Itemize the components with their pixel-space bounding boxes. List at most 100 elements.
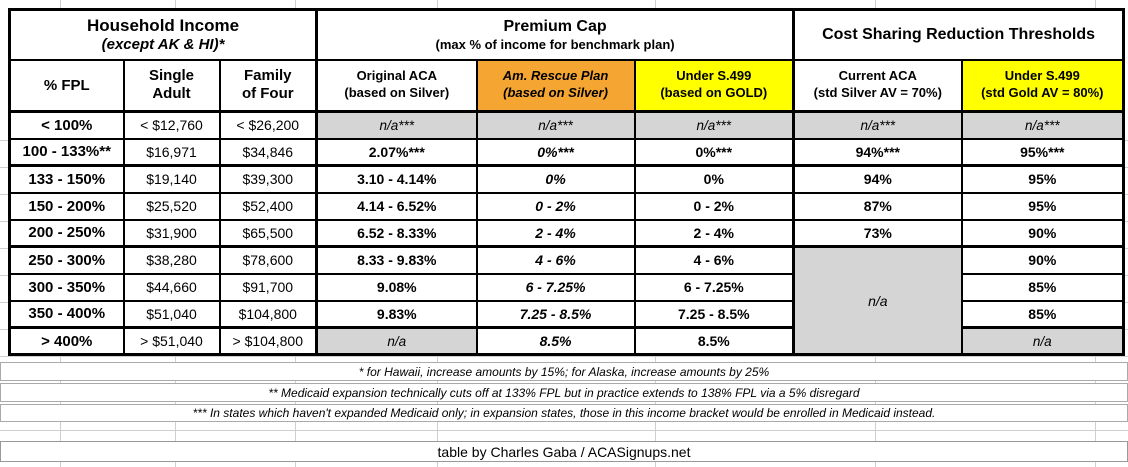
table-row: < 100% < $12,760 < $26,200 n/a*** n/a***… [8,110,1126,140]
cell-csr-s499: 90% [960,245,1126,275]
group-subtitle: (max % of income for benchmark plan) [435,36,675,52]
cell-family: $39,300 [218,164,318,194]
group-title: Cost Sharing Reduction Thresholds [822,25,1095,43]
cell-fpl: > 400% [8,326,125,356]
cell-csr-current: 94%*** [792,137,963,167]
cell-fpl: 100 - 133%** [8,137,125,167]
footnote-1: * for Hawaii, increase amounts by 15%; f… [0,362,1128,381]
footnote-text: * for Hawaii, increase amounts by 15%; f… [358,364,770,379]
cell-family: $34,846 [218,137,318,167]
cell-arp: n/a*** [475,110,636,140]
header-label: Under S.499 [1004,68,1080,84]
cell-csr-s499: 95%*** [960,137,1126,167]
cell-original-aca: 6.52 - 8.33% [315,218,478,248]
header-label: of Four [241,85,294,103]
cell-s499-gold: 6 - 7.25% [633,272,795,302]
table-row: 150 - 200% $25,520 $52,400 4.14 - 6.52% … [8,191,1126,221]
header-family-of-four: Family of Four [218,58,318,113]
cell-family: > $104,800 [218,326,318,356]
cell-fpl: 350 - 400% [8,299,125,329]
table-row: 300 - 350% $44,660 $91,700 9.08% 6 - 7.2… [8,272,1126,302]
cell-family: $91,700 [218,272,318,302]
cell-original-aca: n/a [315,326,478,356]
header-under-s499-gold: Under S.499 (based on GOLD) [633,58,795,113]
group-header-csr-thresholds: Cost Sharing Reduction Thresholds [792,8,1126,61]
table-row: 350 - 400% $51,040 $104,800 9.83% 7.25 -… [8,299,1126,329]
table-row: > 400% > $51,040 > $104,800 n/a 8.5% 8.5… [8,326,1126,356]
cell-csr-current-merged: n/a [792,245,963,356]
header-label: Adult [152,85,191,103]
cell-csr-s499: 85% [960,299,1126,329]
cell-s499-gold: 7.25 - 8.5% [633,299,795,329]
group-title: Household Income [86,16,240,36]
cell-original-aca: 2.07%*** [315,137,478,167]
cell-arp: 8.5% [475,326,636,356]
header-label: (std Gold AV = 80%) [981,85,1104,101]
header-csr-current-aca: Current ACA (std Silver AV = 70%) [792,58,963,113]
cell-arp: 0%*** [475,137,636,167]
cell-original-aca: 9.83% [315,299,478,329]
cell-csr-s499: 85% [960,272,1126,302]
cell-single: < $12,760 [122,110,221,140]
group-title: Premium Cap [503,17,607,35]
benefits-table: Household Income (except AK & HI)* Premi… [7,8,1126,356]
cell-s499-gold: 2 - 4% [633,218,795,248]
cell-arp: 0% [475,164,636,194]
spreadsheet-gridline-h [0,430,1128,431]
credit-line: table by Charles Gaba / ACASignups.net [0,441,1128,462]
cell-csr-s499: 90% [960,218,1126,248]
footnote-2: ** Medicaid expansion technically cuts o… [0,383,1128,402]
cell-original-aca: 9.08% [315,272,478,302]
cell-original-aca: 8.33 - 9.83% [315,245,478,275]
table-row: % FPL Single Adult Family of Four Origin… [8,58,1126,113]
cell-arp: 2 - 4% [475,218,636,248]
footnote-text: ** Medicaid expansion technically cuts o… [268,385,860,400]
cell-s499-gold: 0 - 2% [633,191,795,221]
spreadsheet-gridline-h [0,356,1128,357]
cell-arp: 4 - 6% [475,245,636,275]
cell-original-aca: n/a*** [315,110,478,140]
cell-single: $38,280 [122,245,221,275]
cell-family: $78,600 [218,245,318,275]
credit-text: table by Charles Gaba / ACASignups.net [437,443,691,460]
cell-csr-current: 87% [792,191,963,221]
cell-single: $44,660 [122,272,221,302]
header-label: Family [244,66,292,84]
cell-csr-s499: n/a*** [960,110,1126,140]
header-label: (based on Silver) [503,85,608,101]
table-row: Household Income (except AK & HI)* Premi… [7,8,1126,61]
cell-original-aca: 4.14 - 6.52% [315,191,478,221]
cell-arp: 0 - 2% [475,191,636,221]
cell-single: $16,971 [122,137,221,167]
cell-fpl: 133 - 150% [8,164,125,194]
header-fpl: % FPL [8,58,125,113]
cell-s499-gold: 4 - 6% [633,245,795,275]
cell-family: $65,500 [218,218,318,248]
table-row: 100 - 133%** $16,971 $34,846 2.07%*** 0%… [8,137,1126,167]
group-header-premium-cap: Premium Cap (max % of income for benchma… [315,8,795,61]
cell-fpl: 250 - 300% [8,245,125,275]
group-header-household-income: Household Income (except AK & HI)* [7,8,318,61]
cell-csr-current: 94% [792,164,963,194]
cell-fpl: 300 - 350% [8,272,125,302]
cell-single: > $51,040 [122,326,221,356]
header-label: % FPL [43,76,90,94]
cell-csr-s499: 95% [960,191,1126,221]
cell-single: $51,040 [122,299,221,329]
cell-family: < $26,200 [218,110,318,140]
cell-s499-gold: n/a*** [633,110,795,140]
cell-family: $104,800 [218,299,318,329]
cell-csr-current: n/a*** [792,110,963,140]
cell-fpl: < 100% [8,110,125,140]
cell-csr-current: 73% [792,218,963,248]
cell-arp: 7.25 - 8.5% [475,299,636,329]
cell-family: $52,400 [218,191,318,221]
header-csr-under-s499: Under S.499 (std Gold AV = 80%) [960,58,1126,113]
cell-csr-s499: 95% [960,164,1126,194]
cell-csr-s499: n/a [960,326,1126,356]
header-label: Single [148,66,194,84]
header-single-adult: Single Adult [122,58,221,113]
header-label: (std Silver AV = 70%) [813,85,942,101]
cell-s499-gold: 8.5% [633,326,795,356]
header-label: (based on Silver) [344,85,450,101]
